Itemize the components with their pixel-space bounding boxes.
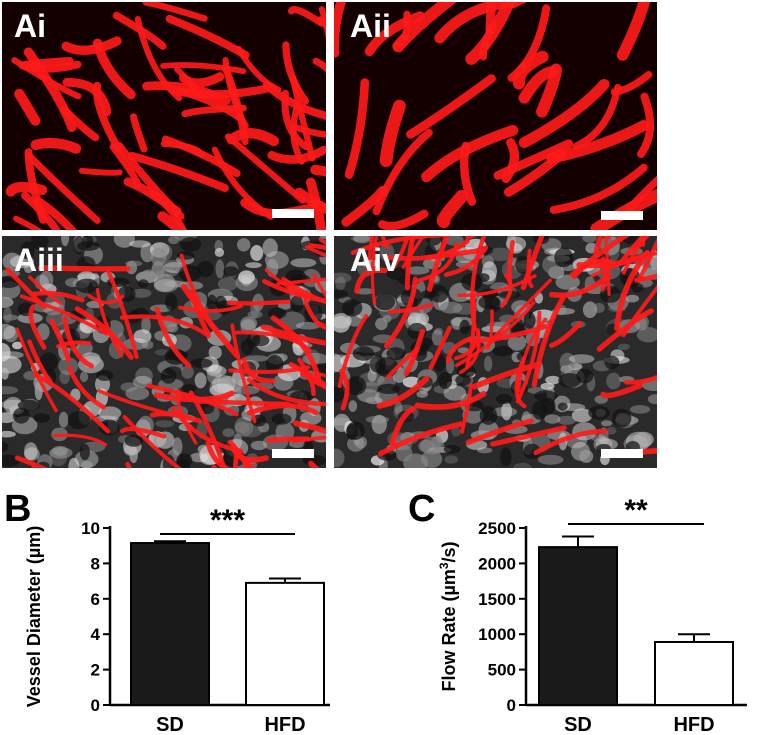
flow-bar-sd bbox=[538, 546, 618, 707]
micrograph-image-aiv bbox=[334, 236, 657, 468]
diameter-y-axis-label: Vessel Diameter (µm) bbox=[24, 526, 44, 707]
diameter-x-tick-label: SD bbox=[156, 714, 184, 735]
diameter-x-tick-label: HFD bbox=[264, 714, 305, 735]
panel-label-aiii: Aiii bbox=[14, 242, 64, 278]
flow-rate-chart: 0 500 1000 1500 2000 2500 Flow Rate (µm3/s) SD H… bbox=[437, 494, 747, 735]
diameter-significance-marker: *** bbox=[210, 504, 245, 537]
flow-y-tick-label: 1500 bbox=[478, 590, 516, 609]
vessel-diameter-chart: 0 2 4 6 8 10 Vessel Diameter (µm) SD HFD *** bbox=[24, 504, 330, 735]
diameter-bar-sd bbox=[130, 542, 210, 706]
micrograph-aii: Aii bbox=[334, 2, 657, 230]
diameter-y-tick-label: 10 bbox=[81, 519, 100, 538]
diameter-y-tick-label: 6 bbox=[91, 590, 100, 609]
micrograph-aiv: Aiv bbox=[334, 236, 657, 468]
micrograph-image-aiii bbox=[2, 236, 326, 468]
panel-label-ai: Ai bbox=[14, 8, 46, 44]
micrograph-ai: Ai bbox=[2, 2, 326, 230]
flow-y-tick-label: 1000 bbox=[478, 625, 516, 644]
flow-x-tick-label: SD bbox=[564, 714, 592, 735]
diameter-y-tick-label: 8 bbox=[91, 554, 100, 573]
panel-letter-c: C bbox=[408, 488, 436, 530]
diameter-y-tick-label: 0 bbox=[91, 696, 100, 715]
diameter-y-tick-label: 4 bbox=[91, 625, 101, 644]
flow-y-tick-label: 500 bbox=[488, 661, 516, 680]
flow-y-tick-label: 2000 bbox=[478, 554, 516, 573]
flow-bar-hfd bbox=[654, 640, 734, 707]
scale-bar-ai bbox=[272, 209, 314, 218]
flow-x-tick-label: HFD bbox=[673, 714, 714, 735]
micrograph-image-ai bbox=[2, 2, 326, 230]
diameter-bar-hfd bbox=[245, 581, 325, 706]
micrograph-image-aii bbox=[334, 2, 657, 230]
panel-letter-b: B bbox=[4, 488, 32, 530]
panel-label-aiv: Aiv bbox=[350, 242, 400, 278]
scale-bar-aiii bbox=[272, 449, 314, 458]
panel-label-aii: Aii bbox=[350, 8, 391, 44]
flow-significance-marker: ** bbox=[624, 494, 648, 527]
micrograph-aiii: Aiii bbox=[2, 236, 326, 468]
flow-y-axis-label: Flow Rate (µm3/s) bbox=[437, 541, 459, 691]
flow-y-tick-label: 2500 bbox=[478, 519, 516, 538]
flow-y-tick-label: 0 bbox=[507, 696, 516, 715]
scale-bar-aii bbox=[601, 211, 643, 220]
diameter-y-tick-label: 2 bbox=[91, 661, 100, 680]
scale-bar-aiv bbox=[601, 449, 643, 458]
